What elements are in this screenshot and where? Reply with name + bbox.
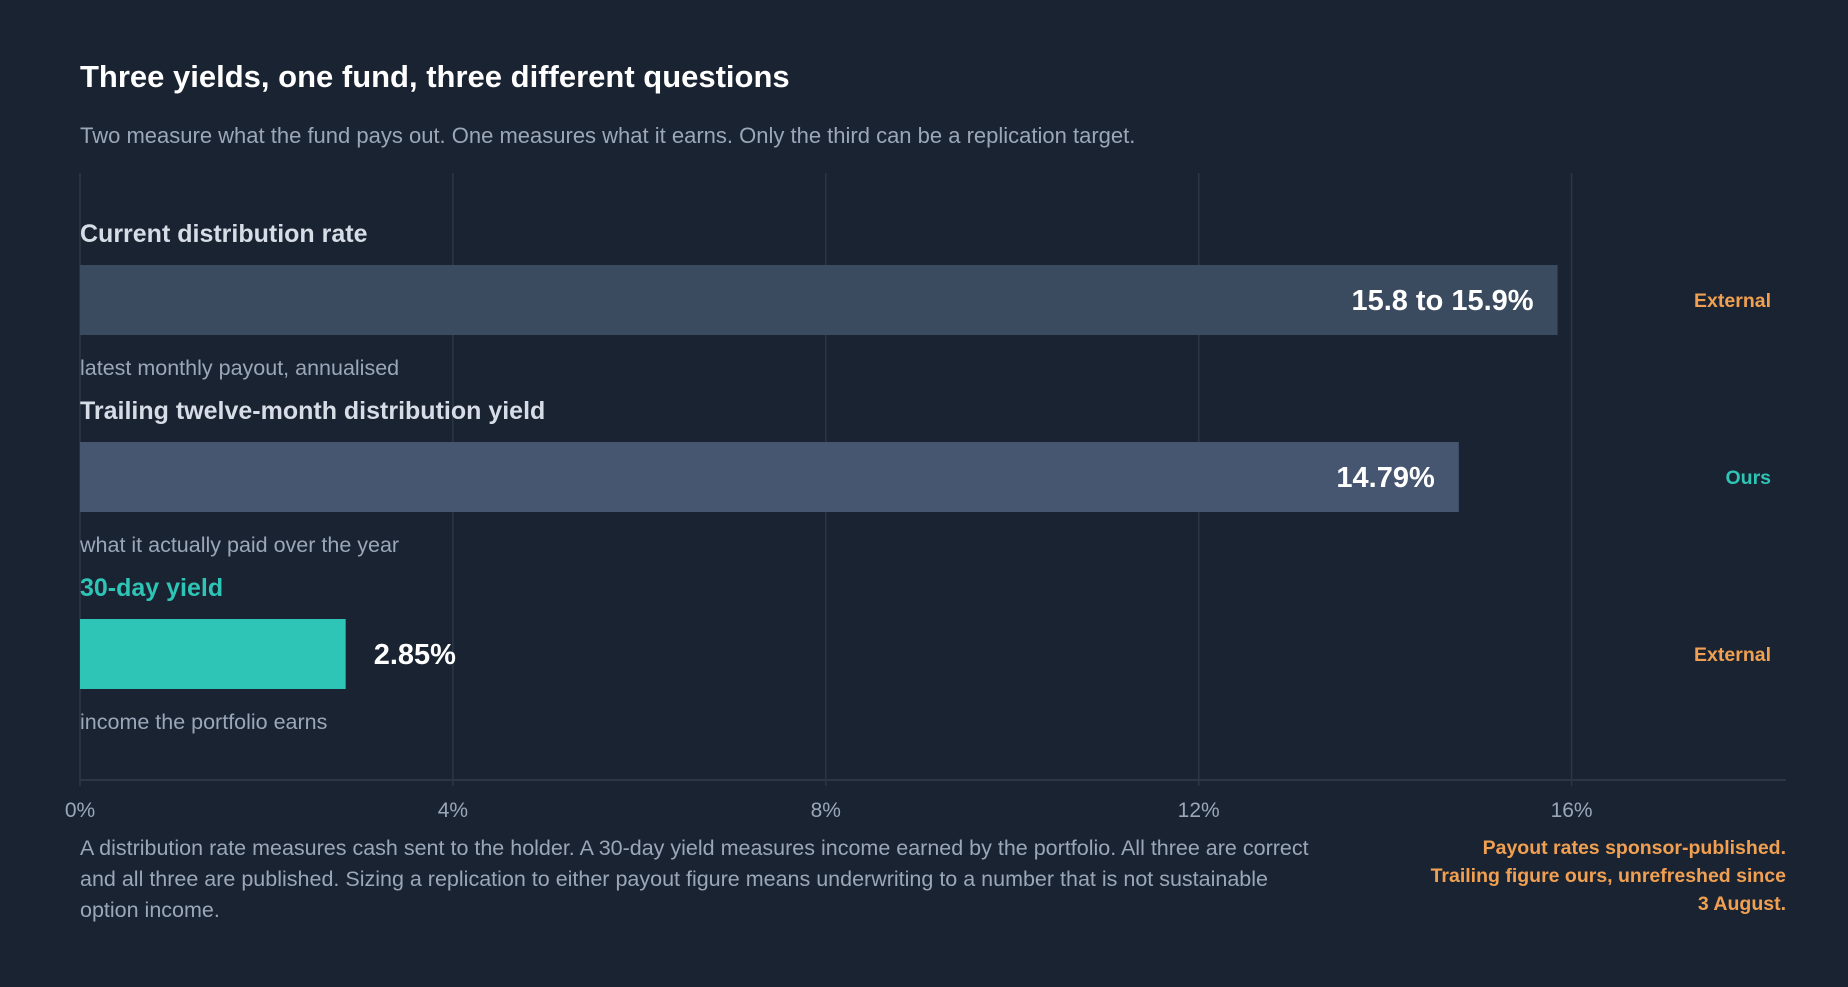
source-tag: External: [1694, 290, 1771, 312]
bar-value-label: 2.85%: [374, 639, 456, 671]
bar: [80, 442, 1459, 512]
source-note: Payout rates sponsor-published. Trailing…: [1430, 837, 1786, 915]
bar-description: what it actually paid over the year: [79, 533, 399, 557]
chart-subtitle: Two measure what the fund pays out. One …: [80, 123, 1136, 148]
bar-category-label: Current distribution rate: [80, 220, 368, 248]
bar-description: income the portfolio earns: [80, 710, 327, 734]
x-tick-label: 0%: [65, 799, 95, 822]
footnote: A distribution rate measures cash sent t…: [80, 836, 1309, 922]
bar-value-label: 14.79%: [1336, 462, 1435, 494]
bar-category-label: 30-day yield: [80, 574, 223, 602]
bars: Current distribution rate 15.8 to 15.9% la…: [79, 220, 1771, 734]
bar-value-label: 15.8 to 15.9%: [1351, 285, 1533, 317]
bar: [80, 265, 1558, 335]
x-tick-label: 4%: [438, 799, 468, 822]
bar-category-label: Trailing twelve-month distribution yield: [80, 397, 545, 425]
bar: [80, 619, 346, 689]
bar-description: latest monthly payout, annualised: [80, 356, 399, 380]
x-axis: 0% 4% 8% 12% 16%: [65, 779, 1786, 822]
x-tick-label: 16%: [1551, 799, 1593, 822]
source-tag: External: [1694, 644, 1771, 666]
chart-title: Three yields, one fund, three different …: [80, 59, 790, 94]
source-tag: Ours: [1725, 467, 1771, 489]
x-tick-label: 8%: [811, 799, 841, 822]
x-tick-label: 12%: [1178, 799, 1220, 822]
